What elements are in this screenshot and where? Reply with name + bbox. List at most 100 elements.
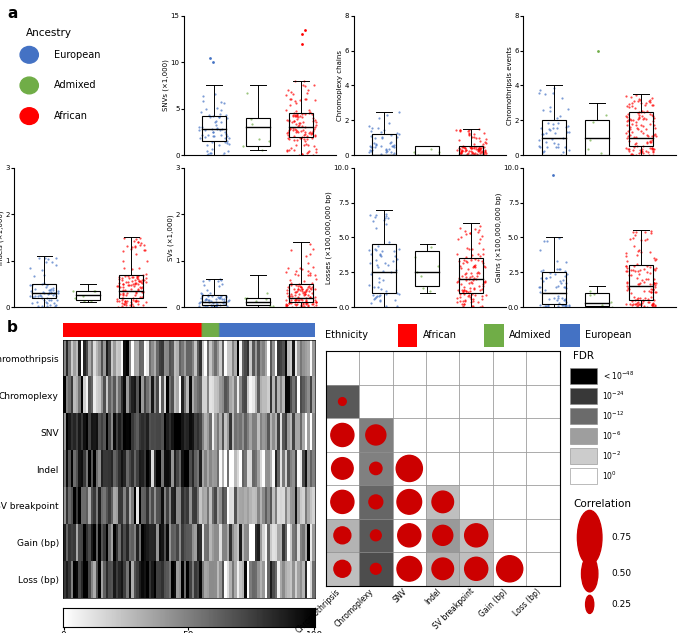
Point (363, 146, 374, 156)
Point (293, 118, 304, 128)
Point (365, 146, 376, 156)
Point (29, 291, 41, 301)
Point (28, 292, 39, 303)
Point (477, 282, 489, 292)
Point (412, 150, 423, 160)
Point (458, 285, 469, 296)
Point (300, 122, 311, 132)
Point (140, 244, 151, 254)
Point (562, 104, 573, 114)
Circle shape (465, 523, 488, 547)
Point (308, 127, 319, 137)
Point (392, 254, 403, 264)
Point (283, 263, 294, 273)
Point (648, 100, 659, 110)
Point (286, 301, 297, 311)
Point (456, 142, 467, 153)
Point (130, 296, 141, 306)
Point (642, 294, 653, 304)
Point (300, 299, 312, 310)
Point (88, 285, 99, 296)
Point (286, 280, 297, 290)
Bar (326, 518, 359, 552)
Point (284, 124, 295, 134)
Point (648, 294, 659, 304)
Point (458, 299, 470, 310)
Point (638, 296, 649, 306)
Point (214, 125, 225, 135)
Point (204, 53, 216, 63)
Bar (426, 518, 459, 552)
Point (365, 210, 376, 220)
Point (458, 287, 469, 297)
Point (302, 301, 314, 311)
Point (451, 145, 462, 155)
Bar (416, 251, 440, 286)
Point (117, 256, 128, 266)
Point (621, 279, 632, 289)
Point (640, 235, 651, 245)
Point (376, 141, 387, 151)
Point (197, 289, 208, 299)
Point (138, 275, 149, 285)
Point (238, 141, 249, 151)
Point (536, 273, 547, 283)
Point (373, 273, 384, 283)
Point (624, 234, 636, 244)
Point (641, 261, 652, 271)
Point (559, 294, 570, 304)
Point (207, 298, 218, 308)
Point (284, 298, 295, 308)
Point (631, 150, 642, 160)
Point (27, 298, 38, 308)
Point (621, 261, 632, 271)
Bar (629, 111, 652, 146)
Point (636, 120, 647, 130)
Point (558, 296, 569, 306)
Point (294, 281, 305, 291)
Point (475, 234, 486, 244)
Point (539, 285, 550, 295)
Point (29, 284, 40, 294)
Point (38, 278, 50, 288)
Point (309, 270, 321, 280)
Point (630, 139, 641, 149)
Point (540, 137, 551, 147)
Point (297, 301, 308, 311)
Point (197, 296, 208, 306)
Point (648, 284, 659, 294)
Point (462, 148, 473, 158)
Point (477, 258, 488, 268)
Point (370, 244, 381, 254)
Point (468, 296, 479, 306)
Point (470, 254, 481, 265)
Point (120, 298, 132, 308)
Circle shape (20, 77, 38, 94)
Point (627, 227, 638, 237)
Point (202, 301, 213, 311)
Point (206, 124, 218, 134)
Circle shape (397, 556, 421, 581)
Point (309, 122, 321, 132)
Point (626, 119, 638, 129)
Point (305, 292, 316, 302)
Bar (493, 351, 526, 385)
Point (28, 271, 39, 281)
Circle shape (339, 398, 346, 405)
Point (456, 263, 467, 273)
Point (474, 225, 485, 235)
Point (557, 147, 568, 157)
Point (650, 280, 661, 290)
Point (549, 138, 560, 148)
Point (113, 280, 124, 291)
Point (207, 57, 218, 67)
Point (372, 241, 384, 251)
Point (138, 246, 149, 256)
Point (195, 133, 206, 143)
Point (580, 302, 592, 312)
FancyBboxPatch shape (570, 428, 597, 444)
Point (468, 129, 480, 139)
Point (290, 124, 301, 134)
Point (46, 295, 57, 305)
Bar (393, 351, 426, 385)
